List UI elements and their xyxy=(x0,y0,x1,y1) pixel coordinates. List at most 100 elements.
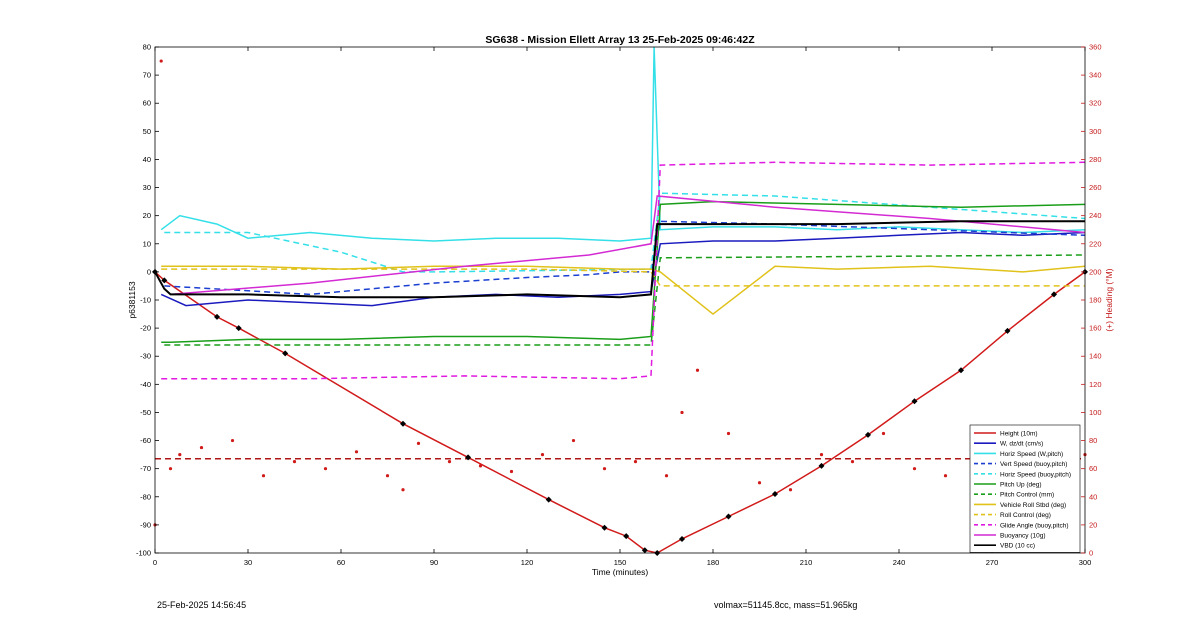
height-marker xyxy=(679,535,685,542)
series-lines xyxy=(154,46,1086,554)
x-tick-label: 210 xyxy=(800,558,813,567)
series-line-vert-speed-buoy-pitch xyxy=(164,220,1086,296)
legend-label: Pitch Up (deg) xyxy=(1000,482,1042,489)
y-right-tick-label: 140 xyxy=(1089,352,1102,361)
y-right-tick-label: 80 xyxy=(1089,436,1097,445)
heading-point xyxy=(292,460,297,464)
heading-point xyxy=(385,474,390,478)
heading-point xyxy=(323,467,328,471)
height-marker xyxy=(282,350,289,357)
series-line-pitch-up-deg xyxy=(161,200,1086,343)
y-right-tick-label: 320 xyxy=(1089,99,1102,108)
legend-box xyxy=(969,424,1081,553)
y-left-tick-label: 50 xyxy=(143,127,151,136)
legend-label: Height (10m) xyxy=(1000,431,1038,438)
y-left-tick-label: 40 xyxy=(143,155,151,164)
footer-timestamp: 25-Feb-2025 14:56:45 xyxy=(157,600,247,610)
y-right-tick-label: 100 xyxy=(1089,408,1102,417)
heading-point xyxy=(168,467,173,471)
y-left-tick-label: 20 xyxy=(143,211,151,220)
y-left-tick-label: -50 xyxy=(140,408,151,417)
y-right-tick-label: 20 xyxy=(1089,520,1097,529)
y-right-tick-label: 360 xyxy=(1089,43,1102,52)
y-left-tick-label: -80 xyxy=(140,492,151,501)
height-marker xyxy=(958,367,964,374)
heading-point xyxy=(199,445,204,450)
x-tick-label: 270 xyxy=(986,558,999,567)
y-left-tick-label: 80 xyxy=(143,43,151,52)
height-marker xyxy=(545,496,552,503)
series-line-horiz-speed-buoy-pitch xyxy=(164,192,1086,273)
heading-point xyxy=(178,453,182,457)
x-axis-label: Time (minutes) xyxy=(592,567,649,577)
y-right-tick-label: 40 xyxy=(1089,492,1097,501)
y-left-tick-label: -20 xyxy=(140,324,151,333)
legend-label: Buoyancy (10g) xyxy=(1000,533,1046,540)
heading-point xyxy=(571,438,576,443)
legend-label: VBD (10 cc) xyxy=(1000,543,1035,550)
series-line-vehicle-roll-stbd-deg xyxy=(161,265,1086,316)
series-line-horiz-speed-w-pitch xyxy=(160,46,1086,242)
height-marker xyxy=(772,490,778,497)
x-tick-label: 30 xyxy=(244,558,252,567)
height-marker xyxy=(465,454,472,461)
heading-point xyxy=(478,464,483,468)
height-marker xyxy=(623,533,630,540)
series-line-glide-angle-buoy-pitch xyxy=(161,161,1086,380)
y-left-tick-label: -10 xyxy=(140,296,151,305)
height-marker xyxy=(214,313,220,320)
height-marker xyxy=(400,420,406,427)
x-tick-label: 240 xyxy=(893,558,906,567)
chart-title: SG638 - Mission Ellett Array 13 25-Feb-2… xyxy=(485,34,755,46)
heading-point xyxy=(850,460,855,464)
y-left-tick-label: 60 xyxy=(143,99,151,108)
legend-label: Horiz Speed (W,pitch) xyxy=(1000,451,1063,458)
x-axis-ticks: 0 30 60 90 120 150 180 210 240 270 300 xyxy=(153,47,1091,567)
series-line-vbd-10-cc xyxy=(154,220,1085,299)
y-right-axis-ticks: 0 20 40 60 80 100 120 140 160 180 200 220 240 260 280 3… xyxy=(1081,43,1102,558)
x-tick-label: 150 xyxy=(614,558,627,567)
legend-label: Pitch Control (mm) xyxy=(1000,492,1054,499)
y-left-tick-label: -40 xyxy=(140,380,151,389)
legend-label: Horiz Speed (buoy,pitch) xyxy=(1000,471,1071,478)
y-left-tick-label: 70 xyxy=(143,71,151,80)
y-right-tick-label: 180 xyxy=(1089,296,1102,305)
height-marker xyxy=(1004,327,1011,334)
y-left-tick-label: -70 xyxy=(140,464,151,473)
legend-label: Vehicle Roll Stbd (deg) xyxy=(1000,502,1066,509)
legend-label: Roll Control (deg) xyxy=(1000,512,1051,519)
series-markers xyxy=(152,59,1088,556)
footer-volmax-mass: volmax=51145.8cc, mass=51.965kg xyxy=(714,600,858,610)
y-left-axis-label: p6381153 xyxy=(127,281,137,318)
x-tick-label: 120 xyxy=(521,558,534,567)
series-line-roll-control-deg xyxy=(161,268,1085,287)
heading-point xyxy=(416,441,421,445)
chart-legend: Height (10m) W, dz/dt (cm/s) Horiz Speed (… xyxy=(969,424,1081,553)
x-tick-label: 0 xyxy=(153,558,157,567)
y-left-tick-label: -60 xyxy=(140,436,151,445)
legend-label: Glide Angle (buoy,pitch) xyxy=(1000,522,1069,529)
heading-point xyxy=(230,438,235,443)
y-right-tick-label: 160 xyxy=(1089,324,1102,333)
height-marker xyxy=(911,398,918,405)
y-left-tick-label: -100 xyxy=(136,549,151,558)
y-right-axis-label: (+) Heading (°M) xyxy=(1104,268,1114,331)
y-right-tick-label: 300 xyxy=(1089,127,1102,136)
y-right-tick-label: 240 xyxy=(1089,211,1102,220)
heading-point xyxy=(354,450,359,454)
y-left-tick-label: 30 xyxy=(143,183,151,192)
heading-point xyxy=(602,467,607,471)
heading-point xyxy=(757,481,762,485)
legend-label: W, dz/dt (cm/s) xyxy=(1000,441,1043,448)
heading-point xyxy=(788,488,793,492)
heading-point xyxy=(680,410,684,415)
heading-point xyxy=(943,474,948,478)
y-right-tick-label: 200 xyxy=(1089,267,1102,276)
series-line-pitch-control-mm xyxy=(164,254,1086,346)
heading-point xyxy=(819,453,824,457)
height-marker xyxy=(235,325,242,332)
y-left-tick-label: 10 xyxy=(143,239,151,248)
height-marker xyxy=(161,277,168,284)
x-tick-label: 90 xyxy=(430,558,438,567)
